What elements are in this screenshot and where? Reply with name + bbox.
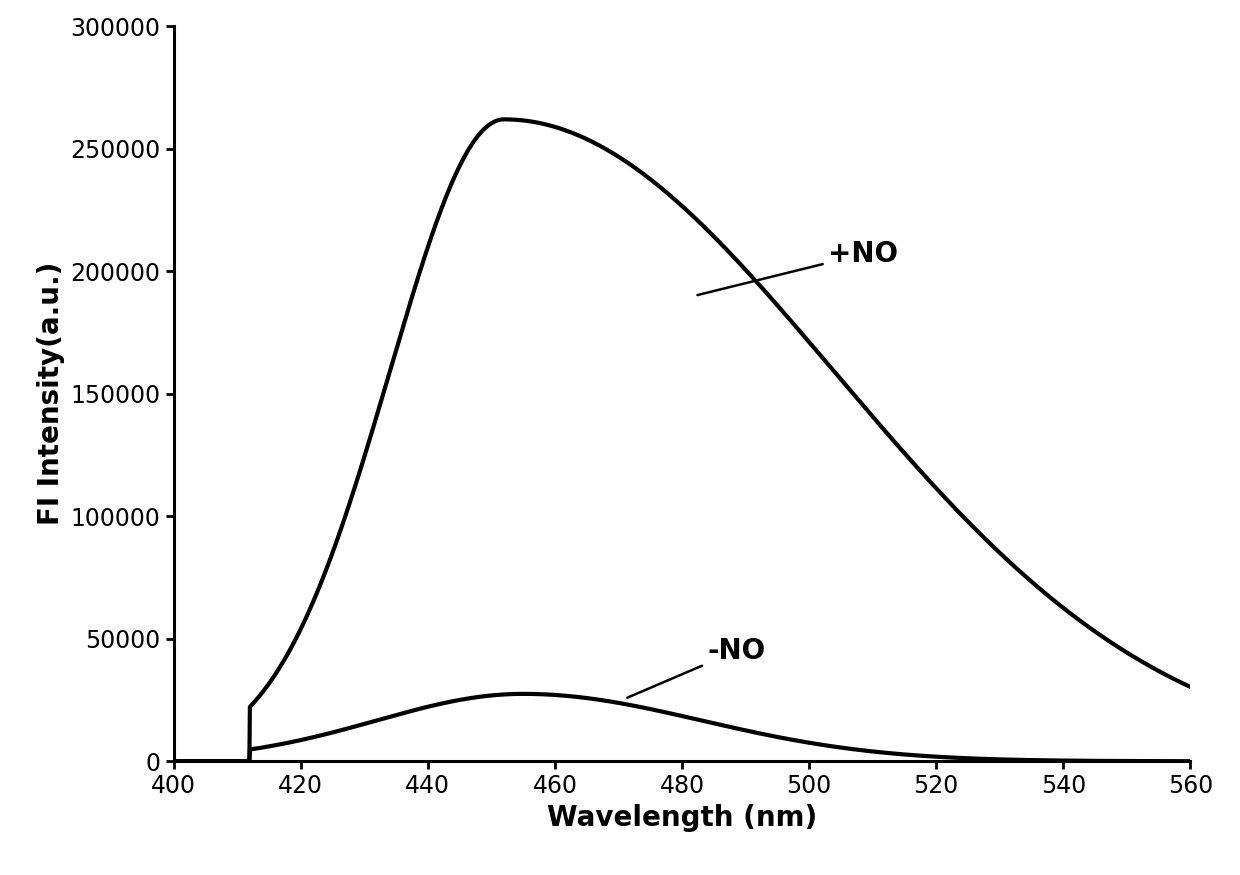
X-axis label: Wavelength (nm): Wavelength (nm) [547, 804, 817, 832]
Text: +NO: +NO [697, 240, 898, 295]
Y-axis label: FI Intensity(a.u.): FI Intensity(a.u.) [37, 262, 64, 525]
Text: -NO: -NO [627, 637, 765, 697]
